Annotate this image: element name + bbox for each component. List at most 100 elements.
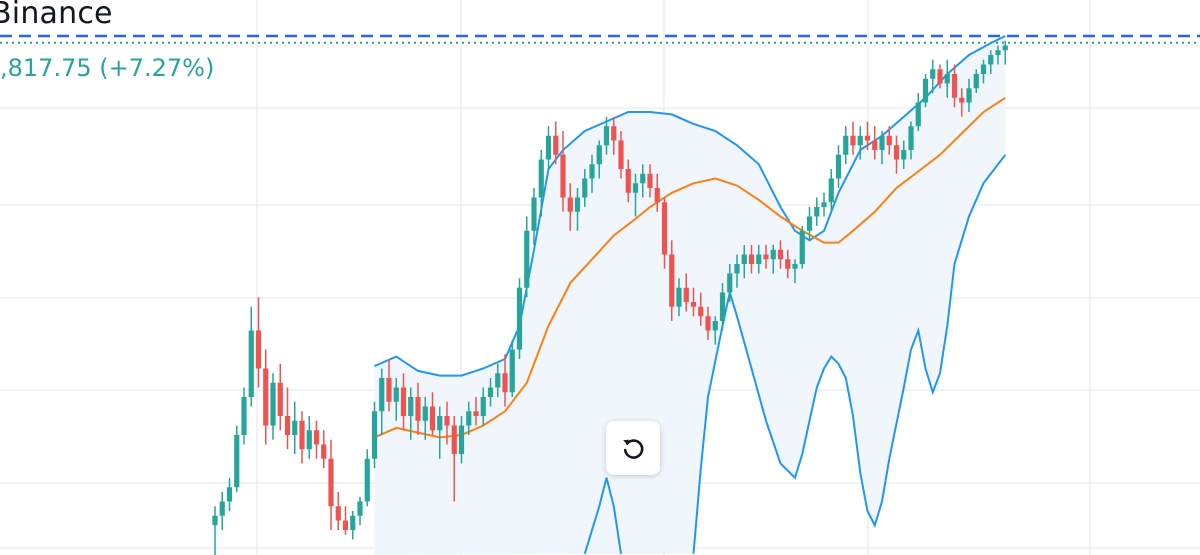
candle-down	[785, 259, 791, 269]
candle-down	[748, 254, 755, 264]
candle-down	[255, 330, 262, 369]
candle-down	[777, 249, 784, 260]
candle-up	[603, 126, 610, 146]
candle-down	[335, 506, 341, 521]
candle-up	[930, 69, 936, 79]
candle-up	[241, 397, 247, 435]
candle-down	[473, 411, 479, 416]
candle-up	[828, 178, 834, 203]
candle-up	[821, 202, 827, 207]
candle-up	[226, 487, 233, 502]
candle-up	[248, 330, 254, 397]
candle-down	[959, 97, 965, 103]
candle-up	[741, 254, 747, 264]
candle-up	[408, 397, 414, 416]
candle-up	[806, 216, 813, 231]
candle-up	[915, 102, 921, 127]
candle-up	[364, 458, 370, 502]
candle-down	[553, 135, 559, 155]
candle-up	[756, 254, 762, 264]
candle-up	[582, 178, 588, 198]
candle-down	[669, 254, 675, 307]
candle-up	[371, 411, 378, 459]
candle-down	[299, 420, 305, 450]
bollinger-upper-line	[374, 35, 1006, 377]
candle-up	[292, 420, 298, 435]
candle-down	[937, 69, 943, 84]
candle-down	[872, 140, 878, 150]
candle-down	[850, 135, 856, 146]
candle-up	[531, 197, 537, 231]
candle-down	[277, 382, 283, 416]
candle-up	[379, 378, 385, 412]
candle-up	[988, 55, 994, 65]
candle-up	[857, 135, 863, 146]
candle-up	[901, 150, 907, 160]
candle-down	[690, 302, 697, 307]
bollinger-lower-line	[583, 477, 622, 555]
reset-icon	[623, 439, 644, 459]
reset-chart-button[interactable]	[606, 421, 660, 475]
candles	[212, 40, 1008, 555]
candle-down	[683, 287, 689, 302]
candle-up	[734, 264, 740, 274]
candle-down	[647, 173, 653, 188]
candle-up	[516, 287, 523, 350]
candle-up	[814, 207, 820, 217]
candle-up	[995, 50, 1001, 55]
candle-down	[661, 202, 668, 255]
candle-up	[944, 74, 950, 84]
candle-up	[719, 292, 726, 321]
candle-up	[458, 425, 465, 454]
candle-up	[589, 164, 595, 179]
candle-up	[393, 387, 399, 402]
candle-up	[545, 135, 552, 160]
candle-down	[886, 135, 892, 146]
candle-up	[922, 78, 929, 103]
candle-up	[966, 88, 972, 103]
candle-up	[712, 321, 718, 331]
candle-up	[495, 373, 501, 388]
candle-up	[270, 382, 276, 426]
candle-up	[973, 74, 979, 89]
candle-up	[727, 273, 733, 293]
exchange-title: Binance	[0, 0, 113, 31]
bollinger-band-fill	[374, 36, 1006, 555]
candle-down	[313, 430, 320, 445]
candle-down	[698, 306, 704, 317]
candle-down	[611, 126, 617, 141]
candle-down	[444, 416, 450, 426]
price-change: ,817.75 (+7.27%)	[0, 53, 227, 83]
candle-down	[400, 387, 407, 416]
candle-down	[451, 425, 457, 454]
candle-up	[799, 230, 805, 264]
candle-up	[843, 135, 849, 155]
candle-up	[676, 287, 682, 307]
candle-up	[632, 183, 639, 193]
candle-up	[466, 411, 472, 426]
candle-up	[574, 197, 581, 212]
candle-down	[705, 316, 711, 331]
candle-up	[792, 264, 798, 269]
candle-down	[502, 373, 508, 393]
candle-up	[596, 145, 602, 165]
candle-up	[770, 249, 776, 260]
candle-down	[763, 254, 769, 260]
candle-down	[328, 458, 334, 507]
candle-up	[487, 387, 494, 397]
candle-up	[908, 126, 914, 150]
candle-up	[835, 154, 842, 179]
bollinger-lower-line-2	[692, 154, 1007, 554]
candle-down	[864, 135, 871, 141]
candle-down	[284, 416, 291, 435]
candle-down	[415, 397, 421, 421]
candle-down	[386, 378, 392, 402]
candle-up	[422, 406, 428, 421]
candle-down	[560, 154, 566, 198]
candle-down	[893, 145, 900, 160]
candle-up	[509, 349, 515, 393]
candle-down	[263, 368, 269, 426]
candle-down	[618, 140, 624, 169]
candle-up	[524, 230, 530, 288]
